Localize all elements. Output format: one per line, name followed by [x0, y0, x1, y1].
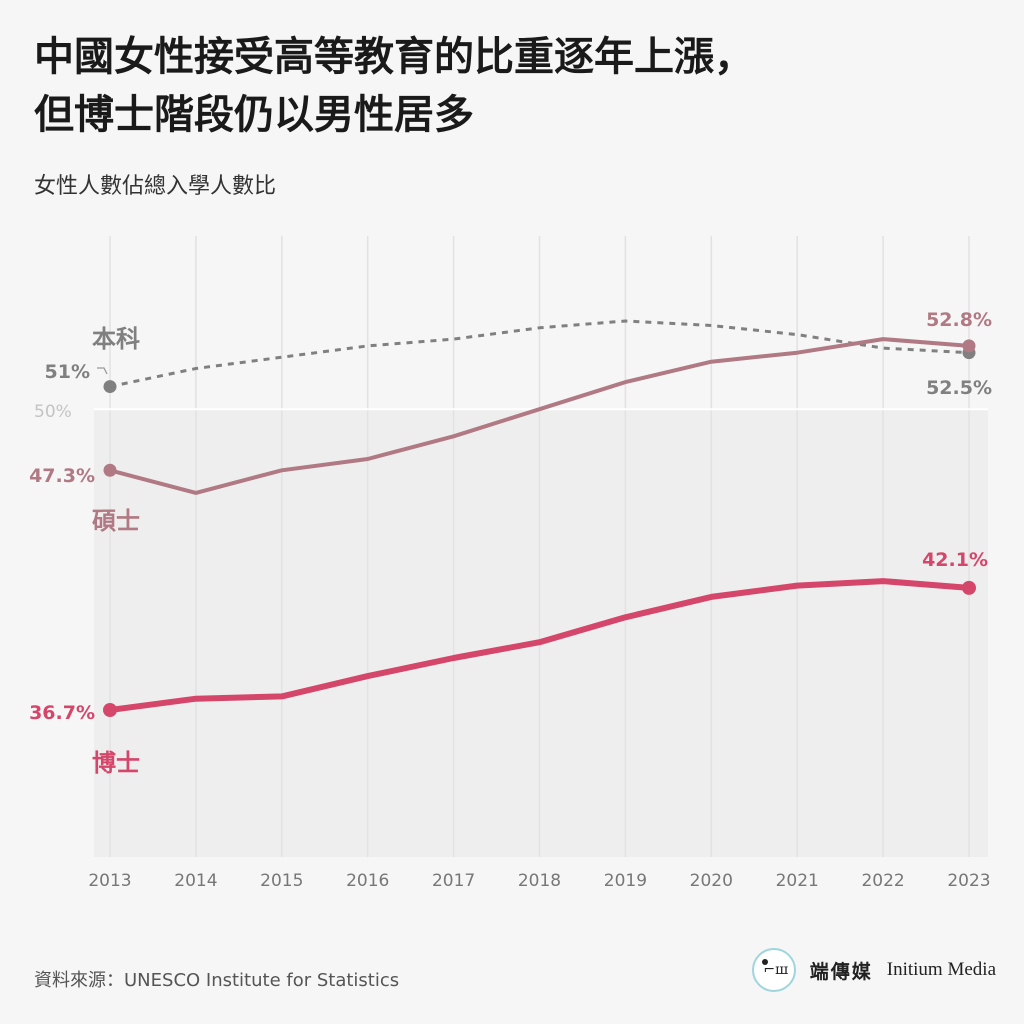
series-line-0 [109, 319, 970, 389]
x-tick-2023: 2023 [947, 871, 990, 891]
brand-name-en: Initium Media [886, 959, 996, 980]
reference-label-50: 50% [34, 402, 72, 422]
start-label-doctorate: 36.7% [29, 702, 95, 724]
end-label-doctorate: 42.1% [922, 549, 988, 571]
start-label-bachelor: 51% [45, 361, 90, 383]
chart-title: 中國女性接受高等教育的比重逐年上漲， 但博士階段仍以男性居多 [34, 28, 994, 144]
x-tick-2015: 2015 [260, 871, 303, 891]
x-tick-2019: 2019 [604, 871, 647, 891]
start-label-leader-bachelor [97, 367, 108, 375]
series-name-master: 碩士 [92, 507, 140, 535]
below-50-band [94, 409, 988, 857]
title-line-1: 中國女性接受高等教育的比重逐年上漲， [34, 34, 754, 80]
series-line-2 [107, 578, 972, 713]
x-tick-2021: 2021 [776, 871, 819, 891]
series-name-doctorate: 博士 [92, 749, 140, 777]
series-1-end-point [962, 339, 976, 353]
series-line-1 [108, 337, 971, 495]
x-tick-2020: 2020 [690, 871, 733, 891]
brand-mark-icon: ⌐ш [751, 948, 796, 992]
series-1-start-point [103, 463, 117, 477]
x-tick-2014: 2014 [174, 871, 217, 891]
brand-name-cn: 端傳媒 [809, 960, 873, 983]
x-tick-2022: 2022 [861, 871, 904, 891]
brand-mark-glyph: ⌐ш [763, 962, 789, 978]
series-name-bachelor: 本科 [92, 325, 140, 353]
title-line-2: 但博士階段仍以男性居多 [34, 92, 474, 138]
x-tick-2017: 2017 [432, 871, 475, 891]
brand-logo: ⌐ш 端傳媒 Initium Media [751, 948, 996, 992]
series-0-start-point [103, 380, 117, 394]
x-tick-2016: 2016 [346, 871, 389, 891]
series-2-start-point [103, 703, 117, 717]
x-tick-2018: 2018 [518, 871, 561, 891]
source-note: 資料來源：UNESCO Institute for Statistics [34, 970, 400, 991]
x-tick-2013: 2013 [88, 871, 131, 891]
end-label-bachelor: 52.5% [926, 377, 992, 399]
series-2-end-point [962, 580, 976, 595]
end-label-master: 52.8% [926, 309, 992, 331]
chart-subtitle: 女性人數佔總入學人數比 [34, 174, 277, 199]
start-label-master: 47.3% [29, 465, 95, 487]
